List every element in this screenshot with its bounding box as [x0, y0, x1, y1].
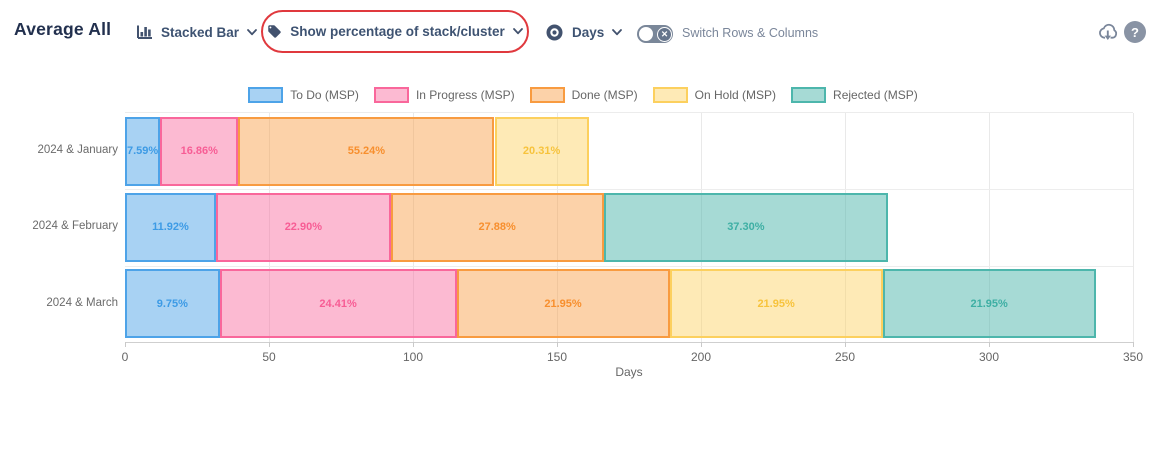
bar-segment[interactable]: 11.92% [125, 192, 216, 263]
legend-label: In Progress (MSP) [415, 88, 515, 102]
chevron-down-icon [612, 29, 623, 36]
x-axis-title: Days [615, 365, 643, 379]
x-tick-label: 200 [690, 350, 712, 364]
x-tick-label: 0 [121, 350, 129, 364]
question-mark-icon: ? [1124, 21, 1146, 43]
measure-label: Days [572, 25, 605, 40]
legend-item[interactable]: On Hold (MSP) [652, 87, 777, 103]
measure-dropdown[interactable]: Days [545, 23, 623, 42]
chart-type-dropdown[interactable]: Stacked Bar [136, 24, 257, 40]
legend-item[interactable]: Rejected (MSP) [791, 87, 918, 103]
gridline [1133, 113, 1134, 342]
chevron-down-icon [512, 28, 523, 35]
bar-segment[interactable]: 24.41% [219, 269, 457, 339]
axis-tick [125, 342, 126, 347]
page-title: Average All [14, 19, 112, 39]
percentage-mode-dropdown[interactable]: Show percentage of stack/cluster [267, 24, 523, 39]
axis-tick [413, 342, 414, 347]
bar-segment[interactable]: 27.88% [390, 192, 604, 263]
legend-swatch [652, 87, 688, 103]
cloud-download-icon [1099, 23, 1117, 40]
gridline [269, 113, 270, 342]
axis-tick [845, 342, 846, 347]
axis-tick [701, 342, 702, 347]
plot-area: 0 50 100 150 200 250 300 350 7.59% 16.86% 55.24% 20… [122, 112, 1143, 364]
x-tick-label: 350 [1122, 350, 1144, 364]
toggle-x-icon: ✕ [657, 26, 672, 42]
legend-swatch [248, 87, 284, 103]
tag-icon [268, 25, 281, 38]
annotation-highlight-oval: Show percentage of stack/cluster [261, 10, 529, 53]
bar-segment[interactable]: 16.86% [160, 116, 239, 186]
legend-swatch [791, 87, 827, 103]
legend-label: Rejected (MSP) [833, 88, 918, 102]
y-category-label: 2024 & January [37, 144, 118, 157]
legend-item[interactable]: Done (MSP) [529, 87, 638, 103]
bar-segment[interactable]: 22.90% [215, 192, 391, 263]
gridline [557, 113, 558, 342]
axis-tick [989, 342, 990, 347]
y-category-label: 2024 & February [32, 220, 118, 233]
bar-segment[interactable]: 55.24% [238, 116, 495, 186]
toggle-knob [639, 27, 653, 41]
x-tick-label: 250 [834, 350, 856, 364]
x-tick-label: 50 [262, 350, 276, 364]
legend-swatch [373, 87, 409, 103]
bar-segment[interactable]: 21.95% [882, 269, 1096, 339]
chart-legend: To Do (MSP) In Progress (MSP) Done (MSP) On… [0, 87, 1166, 103]
eye-icon [546, 24, 563, 41]
gridline [989, 113, 990, 342]
x-tick-label: 100 [402, 350, 424, 364]
gridline [413, 113, 414, 342]
bar-segment[interactable]: 21.95% [669, 269, 883, 339]
bar-segment[interactable]: 21.95% [456, 269, 670, 339]
axis-tick [269, 342, 270, 347]
legend-item[interactable]: To Do (MSP) [248, 87, 359, 103]
y-category-label: 2024 & March [46, 296, 118, 309]
legend-swatch [529, 87, 565, 103]
chevron-down-icon [247, 28, 257, 35]
help-button[interactable]: ? [1124, 21, 1146, 43]
percentage-mode-label: Show percentage of stack/cluster [290, 24, 505, 39]
bar-segment[interactable]: 20.31% [494, 116, 589, 186]
chart-type-label: Stacked Bar [161, 24, 240, 40]
band-gridline [125, 189, 1133, 191]
legend-label: To Do (MSP) [290, 88, 359, 102]
switch-rows-columns-label: Switch Rows & Columns [682, 26, 819, 40]
stacked-bar-chart-icon [137, 25, 152, 39]
bar-segment[interactable]: 37.30% [603, 192, 889, 263]
y-axis-labels: 2024 & January 2024 & February 2024 & Marc… [0, 112, 118, 341]
band-gridline [125, 265, 1133, 267]
bar-segment[interactable]: 9.75% [125, 269, 220, 339]
switch-rows-columns-toggle[interactable]: ✕ [637, 25, 673, 43]
legend-item[interactable]: In Progress (MSP) [373, 87, 515, 103]
legend-label: On Hold (MSP) [694, 88, 777, 102]
x-tick-label: 300 [978, 350, 1000, 364]
bar-segment[interactable]: 7.59% [125, 116, 161, 186]
axis-tick [1133, 342, 1134, 347]
export-download-button[interactable] [1094, 20, 1120, 44]
x-tick-label: 150 [546, 350, 568, 364]
axis-tick [557, 342, 558, 347]
legend-label: Done (MSP) [571, 88, 638, 102]
